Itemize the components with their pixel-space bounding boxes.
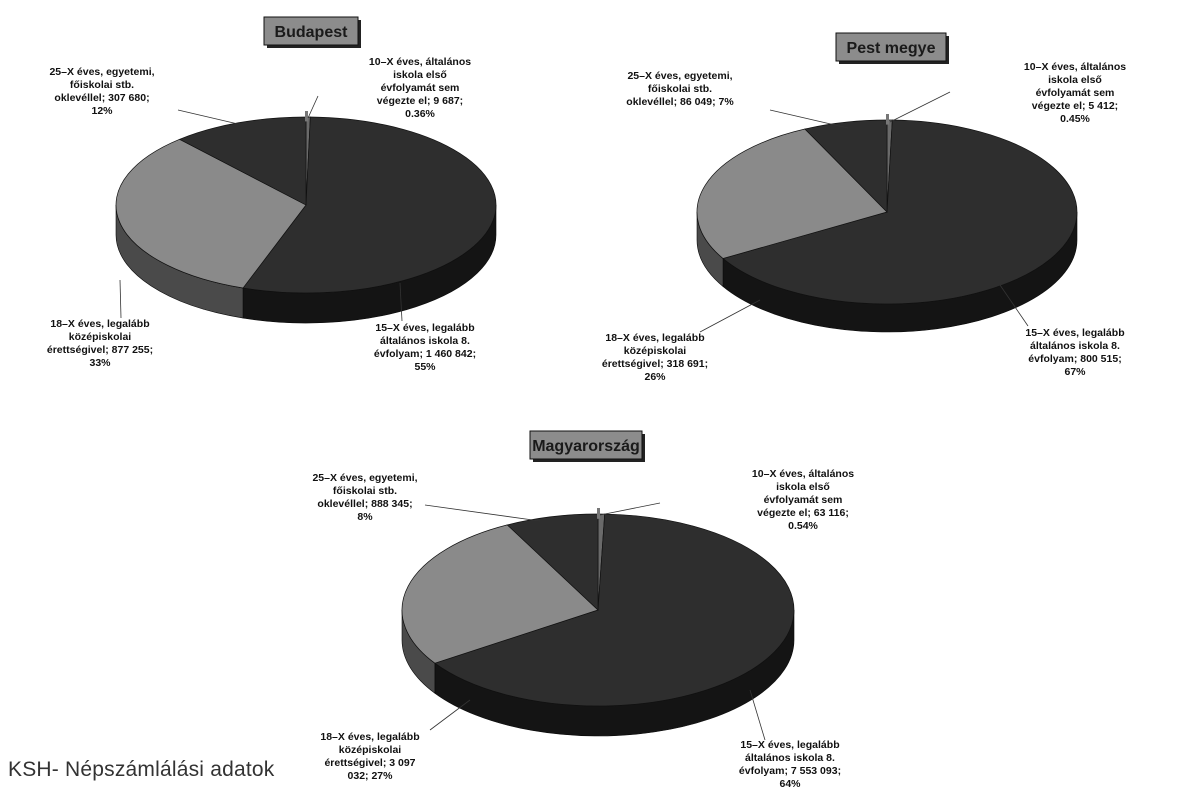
leader-line: [399, 282, 403, 322]
data-label: 18–X éves, legalább középiskolai érettségi…: [602, 332, 708, 383]
chart-title: Budapest: [275, 24, 349, 41]
pie-slice: [506, 513, 599, 611]
leader-line: [999, 284, 1029, 327]
pie-slice: [434, 513, 795, 707]
data-label: 10–X éves, általános iskola első évfolyamá…: [752, 468, 854, 532]
pie-slice: [401, 524, 599, 664]
data-label: 15–X éves, legalább általános iskola 8. év…: [374, 322, 476, 373]
data-label: 18–X éves, legalább középiskolai érettségi…: [320, 731, 419, 782]
tiny-slice-marker: [597, 508, 600, 519]
chart-title-box: [529, 430, 643, 460]
data-label: 15–X éves, legalább általános iskola 8. év…: [1025, 327, 1124, 378]
data-label: 25–X éves, egyetemi, főiskolai stb. oklevé…: [312, 472, 417, 523]
chart-title-box: [263, 16, 359, 46]
data-label: 25–X éves, egyetemi, főiskolai stb. oklevé…: [626, 70, 734, 108]
chart-title: Magyarország: [532, 438, 640, 455]
chart-title-box: [835, 32, 947, 62]
chart-title: Pest megye: [847, 40, 936, 57]
pie-slice: [696, 128, 888, 259]
leader-line: [769, 109, 849, 129]
pie-chart-3: Magyarország 10–X éves, általános iskola e…: [312, 430, 854, 790]
leader-line: [699, 299, 761, 333]
source-caption: KSH- Népszámlálási adatok: [8, 758, 275, 781]
data-label: 15–X éves, legalább általános iskola 8. év…: [739, 739, 841, 790]
leader-line: [429, 699, 471, 731]
pie-slice: [178, 116, 307, 206]
tiny-slice-marker: [305, 111, 308, 122]
leader-line: [119, 279, 122, 319]
data-label: 25–X éves, egyetemi, főiskolai stb. oklevé…: [49, 66, 154, 117]
data-label: 10–X éves, általános iskola első évfolyamá…: [1024, 61, 1126, 125]
leader-line: [599, 502, 661, 516]
leader-line: [889, 91, 951, 123]
pie-slice: [722, 119, 1078, 305]
pie-chart-1: Budapest 10–X éves, általános iskola első é…: [47, 16, 497, 373]
leader-line: [424, 504, 541, 522]
pie-slice: [115, 138, 307, 289]
data-label: 10–X éves, általános iskola első évfolyamá…: [369, 56, 471, 120]
data-label: 18–X éves, legalább középiskolai érettségi…: [47, 318, 153, 369]
leader-line: [177, 109, 239, 125]
leader-line: [307, 95, 319, 119]
pie-slice: [242, 116, 497, 294]
tiny-slice-marker: [886, 114, 889, 125]
leader-line: [749, 689, 766, 741]
pie-chart-2: Pest megye 10–X éves, általános iskola els…: [602, 32, 1126, 383]
